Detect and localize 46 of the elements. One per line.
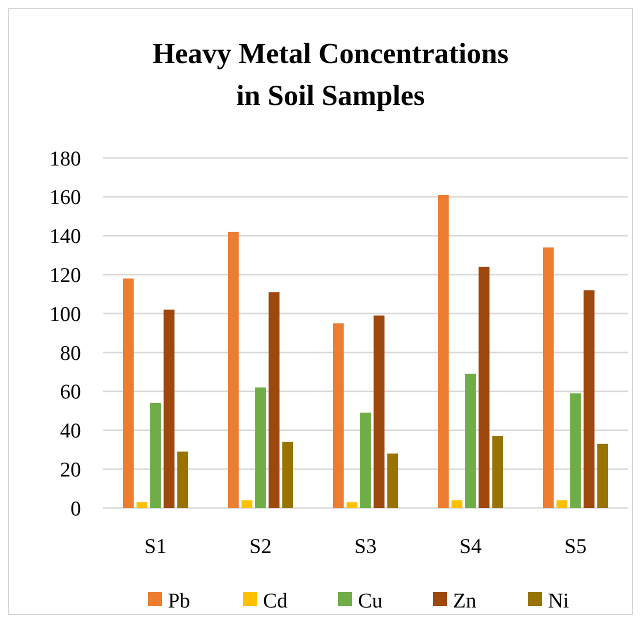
bar: [492, 436, 504, 508]
bar: [177, 452, 188, 508]
x-tick-label: S4: [459, 534, 482, 558]
bar: [452, 500, 462, 508]
y-tick-label: 20: [60, 457, 81, 482]
bar: [570, 393, 581, 508]
y-tick-label: 180: [50, 146, 81, 170]
bar: [597, 444, 608, 508]
legend-label: Pb: [168, 588, 190, 612]
x-tick-label: S1: [144, 534, 167, 558]
bar: [255, 387, 266, 508]
bar: [136, 502, 148, 508]
y-tick-label: 40: [60, 418, 81, 443]
bar: [242, 500, 252, 508]
legend-label: Ni: [548, 588, 570, 612]
bar: [387, 454, 398, 508]
bar: [122, 278, 134, 508]
x-tick-label: S5: [564, 534, 587, 558]
x-tick-label: S3: [354, 534, 377, 558]
bar: [150, 403, 161, 508]
y-tick-label: 0: [70, 496, 81, 520]
bar: [556, 500, 568, 508]
bar: [228, 232, 239, 508]
y-tick-label: 140: [50, 224, 81, 248]
bar: [268, 292, 280, 508]
bar: [374, 316, 384, 508]
legend-label: Zn: [453, 588, 477, 612]
bar: [542, 247, 554, 508]
x-tick-label: S2: [249, 534, 272, 558]
bar: [282, 442, 294, 508]
y-tick-label: 120: [50, 263, 81, 288]
y-tick-label: 160: [50, 185, 81, 210]
legend-label: Cu: [358, 588, 384, 612]
y-tick-label: 60: [60, 380, 81, 404]
bar: [465, 374, 476, 508]
bar: [438, 194, 449, 508]
y-tick-label: 100: [50, 302, 81, 326]
bar: [332, 323, 344, 508]
bar: [164, 310, 174, 508]
legend-label: Cd: [263, 588, 288, 612]
bar: [360, 412, 371, 508]
bar: [584, 290, 594, 508]
bar: [478, 266, 490, 508]
bar: [346, 502, 358, 508]
y-tick-label: 80: [60, 340, 81, 365]
chart-title: Heavy Metal Concentrations in Soil Samples: [152, 38, 508, 112]
